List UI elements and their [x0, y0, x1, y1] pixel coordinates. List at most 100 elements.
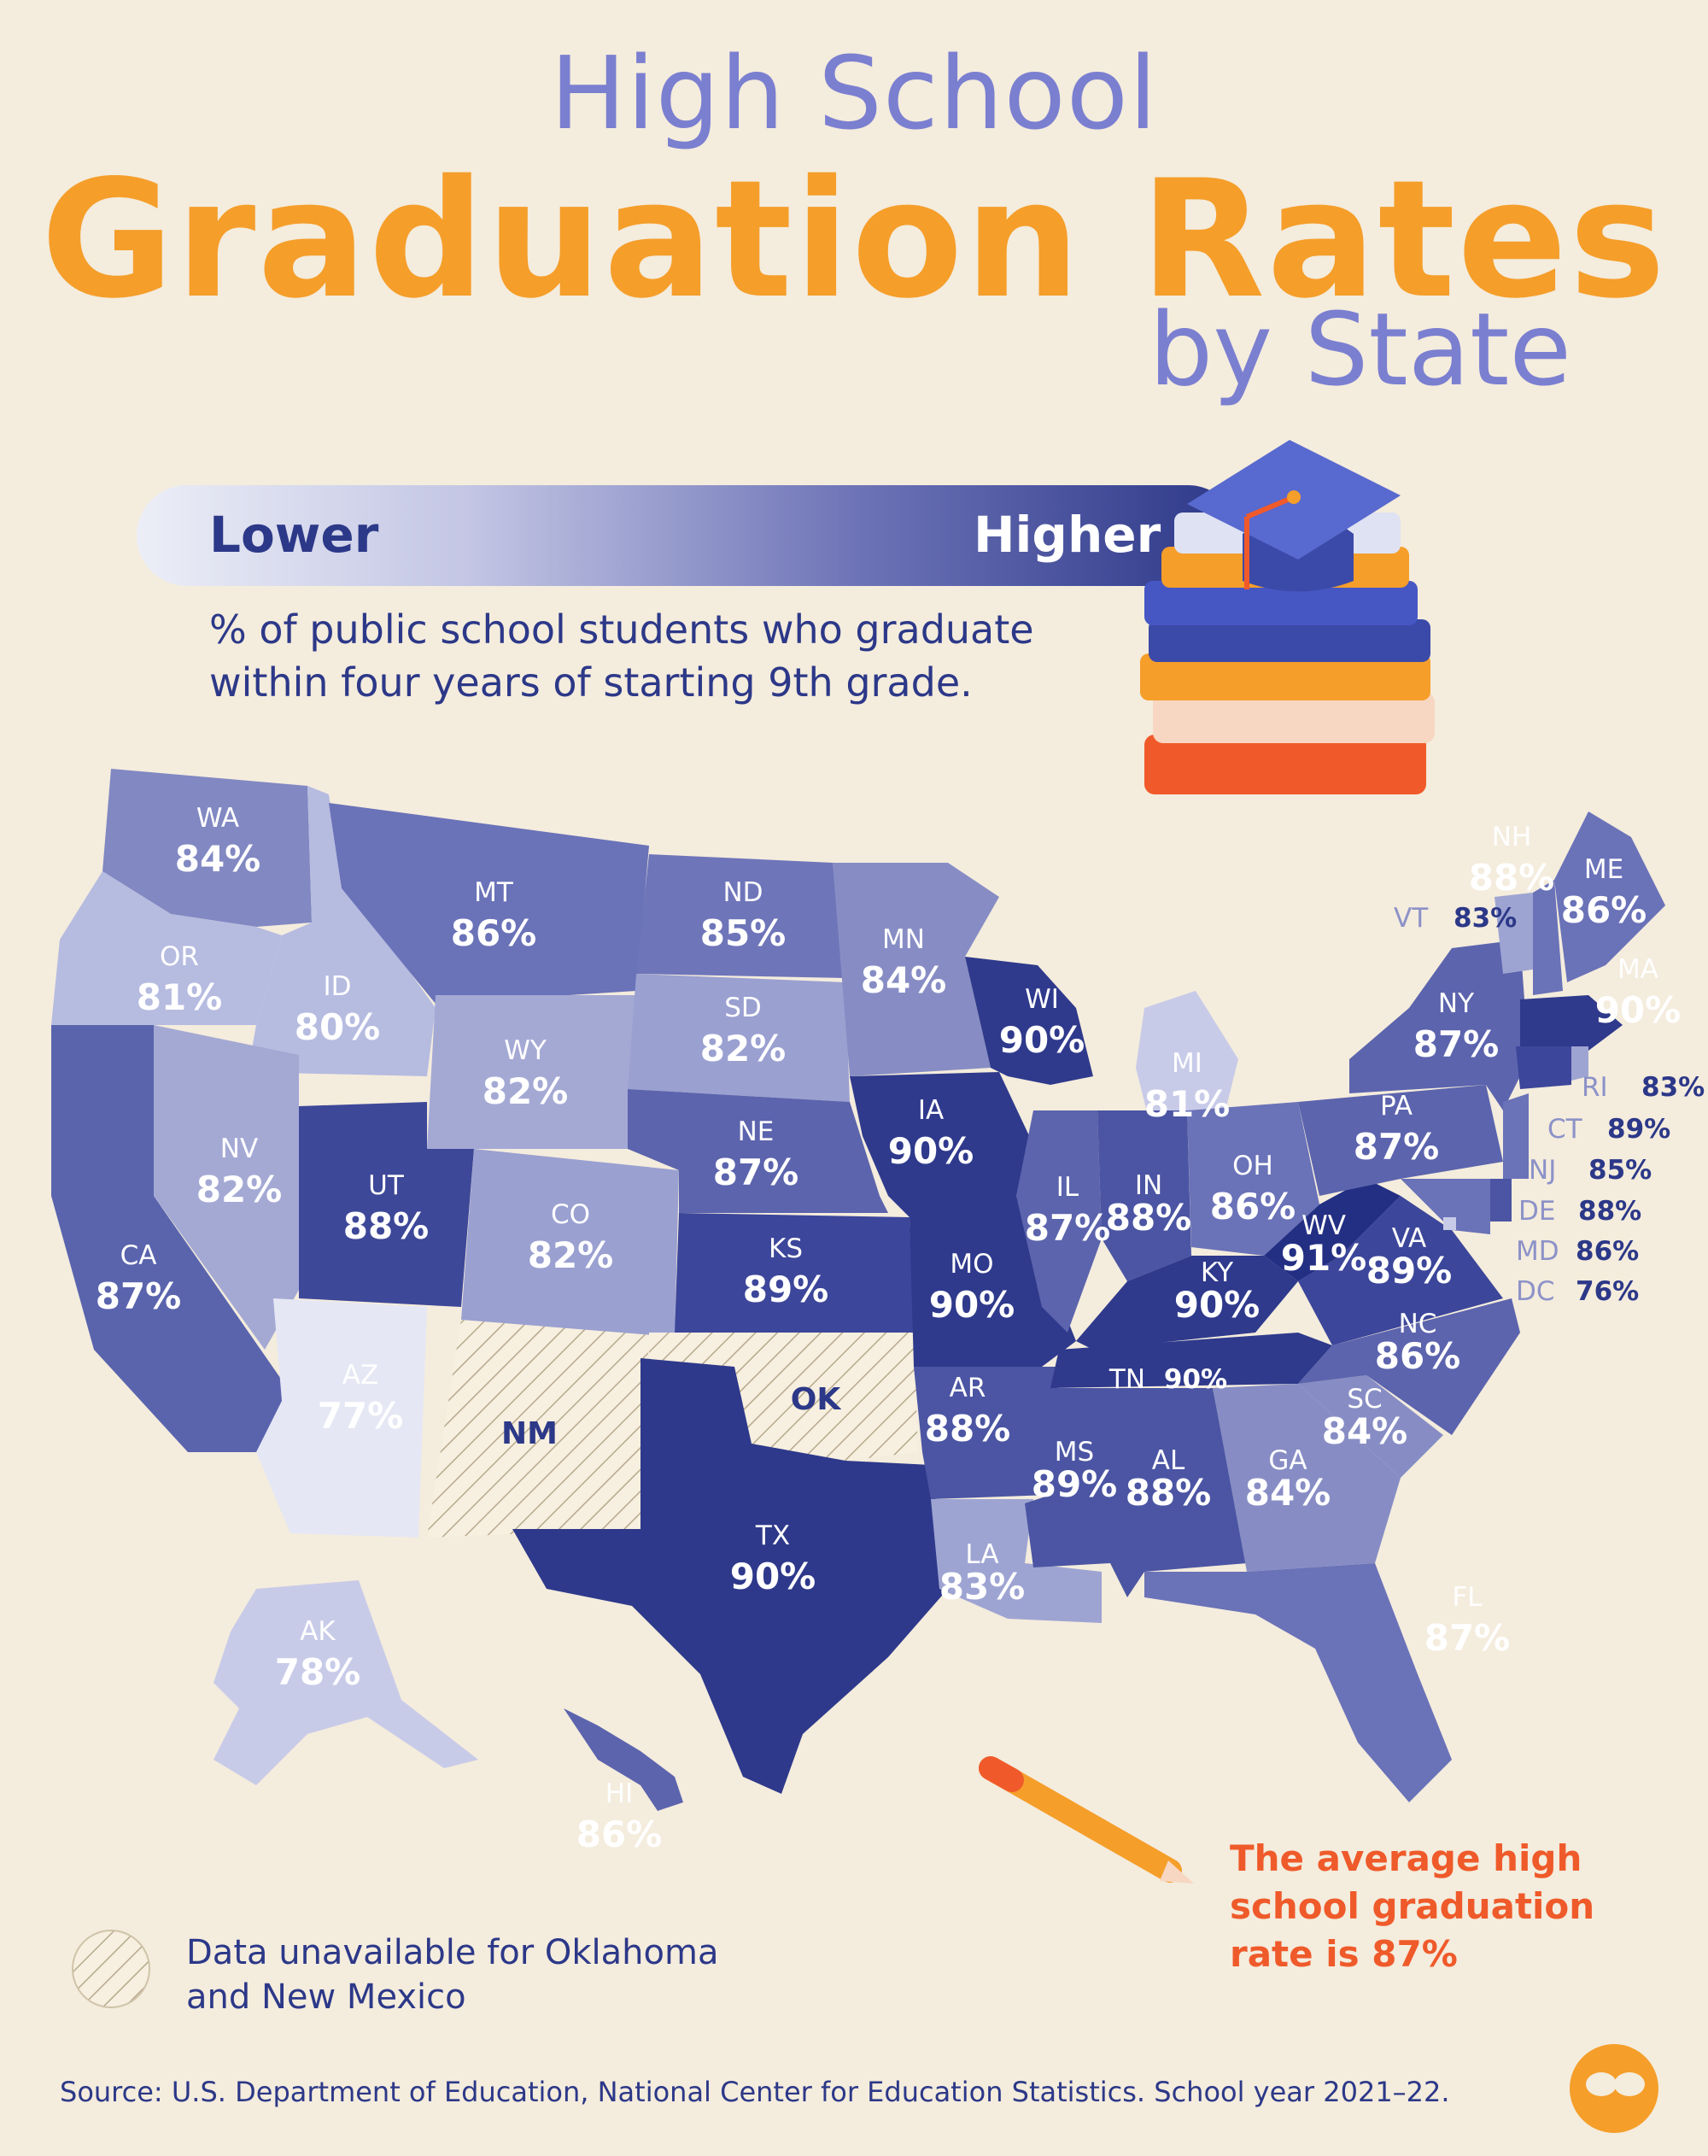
brand-logo-icon — [1570, 2044, 1658, 2133]
state-code-ny: NY — [1438, 988, 1474, 1019]
state-shape-dc — [1443, 1217, 1456, 1230]
states-layer — [51, 769, 1665, 1811]
state-value-ny: 87% — [1413, 1023, 1500, 1065]
state-value-mo: 90% — [929, 1284, 1015, 1326]
state-shape-wa — [102, 769, 312, 927]
color-scale-legend — [137, 485, 1238, 586]
state-shape-md — [1401, 1179, 1490, 1234]
state-shape-ia — [850, 1072, 1033, 1196]
average-note-line-1: The average high — [1230, 1837, 1582, 1879]
state-code-ut: UT — [368, 1170, 405, 1201]
state-value-nd: 85% — [700, 912, 787, 954]
state-code-dc: DC — [1516, 1276, 1555, 1307]
state-value-hi: 86% — [576, 1813, 663, 1855]
state-value-nc: 86% — [1375, 1335, 1461, 1377]
state-code-id: ID — [323, 971, 351, 1002]
state-shape-mi — [1136, 991, 1238, 1136]
state-shape-nv — [154, 1025, 299, 1350]
legend-description: % of public school students who graduate… — [209, 603, 1034, 709]
state-code-ri: RI — [1582, 1072, 1608, 1103]
state-value-or: 81% — [137, 976, 223, 1018]
page-title: Graduation Rates — [40, 145, 1668, 334]
state-value-az: 77% — [318, 1395, 404, 1437]
state-code-wi: WI — [1025, 984, 1059, 1015]
state-code-va: VA — [1392, 1223, 1426, 1254]
state-code-ak: AK — [300, 1616, 336, 1647]
state-value-dc: 76% — [1576, 1276, 1639, 1307]
state-shape-pa — [1298, 1085, 1503, 1196]
state-value-md: 86% — [1576, 1236, 1639, 1267]
state-code-nm: NM — [501, 1416, 558, 1451]
state-shape-in — [1097, 1110, 1191, 1281]
state-value-ia: 90% — [888, 1130, 974, 1172]
state-code-me: ME — [1584, 854, 1623, 885]
state-code-ar: AR — [950, 1373, 986, 1403]
state-value-ct: 89% — [1607, 1114, 1670, 1145]
state-code-pa: PA — [1380, 1091, 1413, 1122]
state-code-hi: HI — [605, 1778, 633, 1809]
state-value-wy: 82% — [483, 1070, 569, 1112]
state-code-mn: MN — [882, 924, 925, 955]
state-code-sc: SC — [1347, 1384, 1382, 1415]
state-value-fl: 87% — [1424, 1617, 1511, 1659]
state-code-tx: TX — [755, 1520, 790, 1551]
state-value-wi: 90% — [999, 1019, 1085, 1061]
unavailable-note-line-2: and New Mexico — [186, 1977, 466, 2017]
state-value-vt: 83% — [1454, 903, 1517, 934]
state-value-la: 83% — [939, 1566, 1026, 1608]
state-shape-tx — [512, 1358, 948, 1794]
legend-lower-label: Lower — [209, 506, 379, 564]
state-value-tx: 90% — [730, 1555, 816, 1597]
state-shape-il — [1016, 1110, 1102, 1333]
state-shape-al — [1110, 1388, 1247, 1597]
state-value-ks: 89% — [743, 1268, 829, 1310]
state-value-ga: 84% — [1245, 1472, 1331, 1514]
state-shape-nm — [427, 1320, 649, 1538]
state-value-al: 88% — [1126, 1472, 1212, 1514]
state-value-ak: 78% — [275, 1651, 361, 1693]
unavailable-note-line-1: Data unavailable for Oklahoma — [186, 1933, 719, 1972]
state-shape-de — [1490, 1179, 1512, 1222]
state-code-in: IN — [1135, 1170, 1162, 1201]
state-code-sd: SD — [724, 993, 762, 1023]
state-value-wv: 91% — [1281, 1237, 1367, 1279]
state-code-md: MD — [1516, 1236, 1559, 1267]
state-shape-ar — [914, 1367, 1059, 1499]
state-shape-ky — [1076, 1256, 1298, 1350]
state-shape-ut — [299, 1102, 474, 1307]
state-shape-sc — [1298, 1375, 1443, 1478]
state-shape-ri — [1571, 1046, 1588, 1081]
state-code-oh: OH — [1232, 1151, 1273, 1181]
state-code-la: LA — [965, 1539, 998, 1570]
state-value-mt: 86% — [451, 912, 537, 954]
state-shape-ny — [1349, 940, 1529, 1110]
state-shape-wy — [427, 995, 636, 1149]
state-code-ms: MS — [1055, 1437, 1094, 1468]
state-labels: WA 84% OR 81% CA 87% ID 80% NV 82% MT 86% WY 82% UT 88%… — [96, 803, 1705, 1855]
state-code-fl: FL — [1452, 1582, 1483, 1613]
state-value-wa: 84% — [175, 838, 261, 880]
state-code-ca: CA — [120, 1240, 157, 1271]
state-value-nv: 82% — [196, 1169, 283, 1210]
state-shape-mn — [833, 863, 999, 1076]
legend-higher-label: Higher — [974, 506, 1161, 564]
state-shape-id — [248, 786, 436, 1076]
state-shape-oh — [1187, 1102, 1319, 1256]
state-value-ky: 90% — [1174, 1284, 1261, 1326]
state-code-il: IL — [1056, 1172, 1079, 1203]
state-value-nh: 88% — [1469, 857, 1555, 899]
state-value-me: 86% — [1561, 889, 1647, 931]
state-shape-ne — [628, 1089, 888, 1213]
state-code-wv: WV — [1301, 1210, 1346, 1241]
state-code-nv: NV — [220, 1134, 258, 1164]
source-note: Source: U.S. Department of Education, Na… — [60, 2076, 1450, 2108]
state-shape-az — [256, 1298, 427, 1538]
state-shape-nj — [1503, 1093, 1529, 1179]
state-value-oh: 86% — [1210, 1186, 1296, 1227]
unavailable-note: Data unavailable for Oklahoma and New Me… — [186, 1930, 718, 2019]
state-value-mn: 84% — [861, 959, 947, 1001]
state-shape-mt — [329, 803, 649, 1004]
state-value-ar: 88% — [925, 1408, 1011, 1450]
state-value-va: 89% — [1366, 1250, 1453, 1292]
title-line-1: High School — [550, 34, 1158, 152]
